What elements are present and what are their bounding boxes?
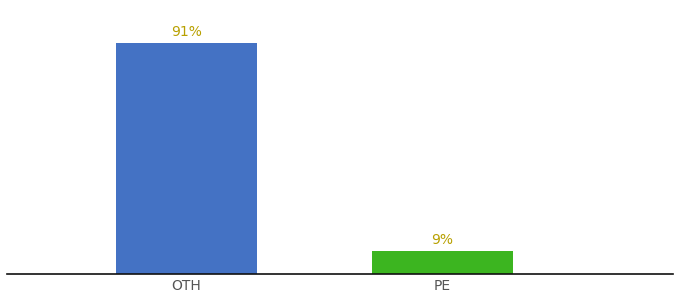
Bar — [372, 251, 513, 274]
Bar — [116, 43, 257, 274]
Text: 91%: 91% — [171, 25, 202, 39]
Text: 9%: 9% — [432, 233, 454, 248]
